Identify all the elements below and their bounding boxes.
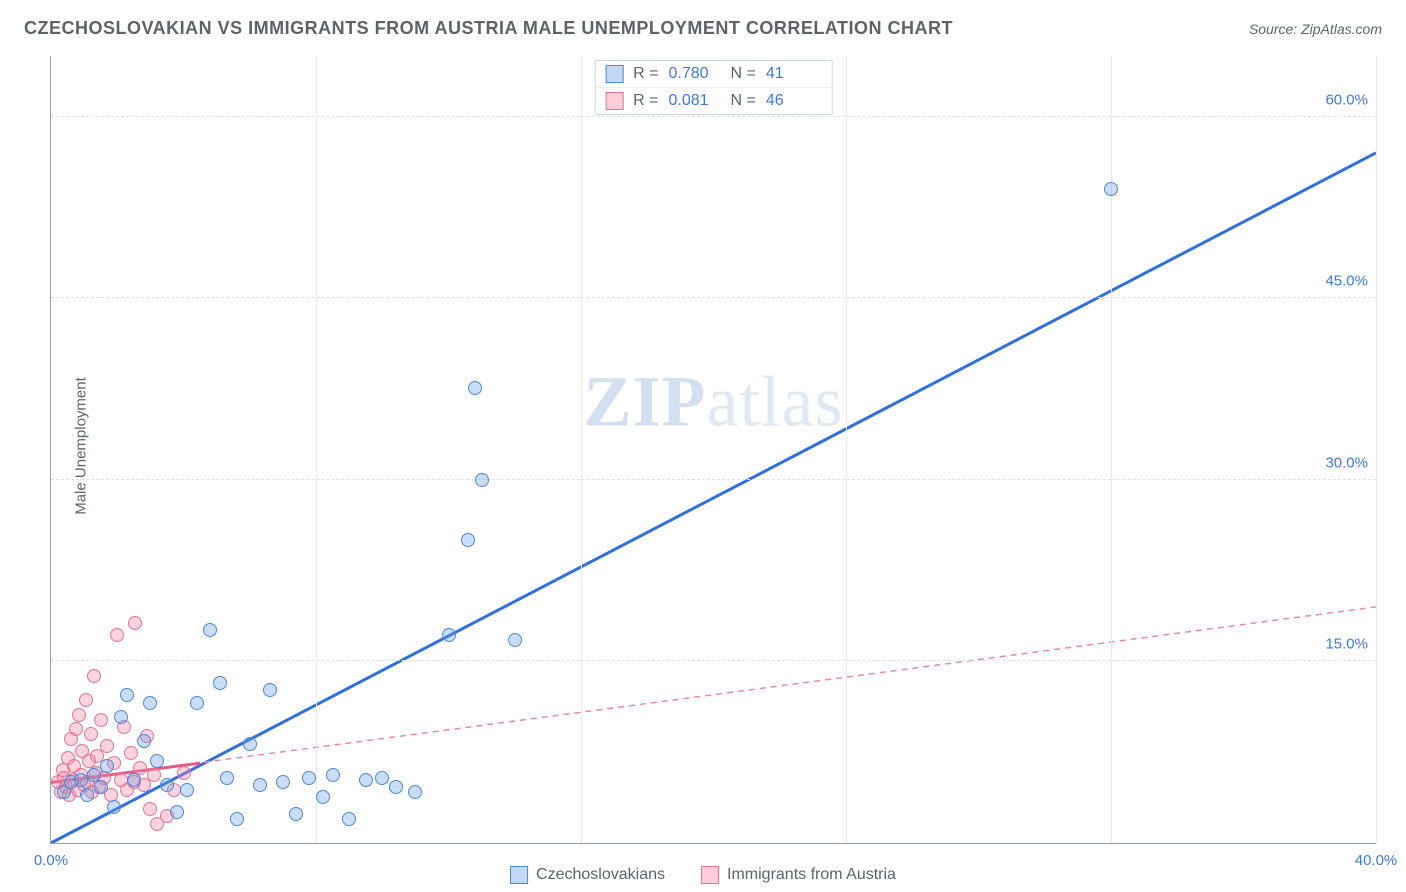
data-point [190, 696, 204, 710]
y-tick-label: 45.0% [1325, 273, 1368, 290]
watermark: ZIPatlas [584, 361, 844, 444]
data-point [243, 737, 257, 751]
data-point [110, 628, 124, 642]
scatter-plot: ZIPatlas R = 0.780 N = 41 R = 0.081 N = … [50, 56, 1376, 844]
data-point [389, 780, 403, 794]
swatch-pink-icon [605, 92, 623, 110]
data-point [213, 676, 227, 690]
data-point [94, 713, 108, 727]
data-point [408, 785, 422, 799]
bottom-legend: Czechoslovakians Immigrants from Austria [510, 866, 896, 884]
data-point [289, 807, 303, 821]
swatch-blue-icon [605, 65, 623, 83]
gridline [51, 297, 1376, 298]
data-point [150, 754, 164, 768]
data-point [230, 812, 244, 826]
data-point [114, 710, 128, 724]
data-point [220, 771, 234, 785]
data-point [276, 775, 290, 789]
data-point [160, 778, 174, 792]
data-point [302, 771, 316, 785]
data-point [1104, 182, 1118, 196]
y-tick-label: 30.0% [1325, 454, 1368, 471]
data-point [143, 802, 157, 816]
chart-source: Source: ZipAtlas.com [1249, 21, 1382, 37]
legend-item-pink: Immigrants from Austria [701, 866, 896, 884]
vgridline [1111, 56, 1112, 843]
vgridline [581, 56, 582, 843]
legend-label: Czechoslovakians [536, 866, 665, 884]
data-point [203, 623, 217, 637]
data-point [316, 790, 330, 804]
stats-row-pink: R = 0.081 N = 46 [595, 87, 832, 114]
data-point [508, 633, 522, 647]
data-point [84, 727, 98, 741]
data-point [69, 722, 83, 736]
data-point [100, 739, 114, 753]
data-point [461, 533, 475, 547]
vgridline [316, 56, 317, 843]
gridline [51, 116, 1376, 117]
vgridline [1376, 56, 1377, 843]
data-point [74, 773, 88, 787]
y-tick-label: 60.0% [1325, 91, 1368, 108]
data-point [80, 788, 94, 802]
data-point [94, 780, 108, 794]
swatch-blue-icon [510, 866, 528, 884]
data-point [442, 628, 456, 642]
data-point [107, 800, 121, 814]
data-point [263, 683, 277, 697]
gridline [51, 479, 1376, 480]
data-point [177, 766, 191, 780]
chart-title: CZECHOSLOVAKIAN VS IMMIGRANTS FROM AUSTR… [24, 18, 953, 39]
chart-header: CZECHOSLOVAKIAN VS IMMIGRANTS FROM AUSTR… [24, 18, 1382, 39]
trendlines-layer [51, 56, 1376, 843]
data-point [475, 473, 489, 487]
data-point [79, 693, 93, 707]
vgridline [846, 56, 847, 843]
data-point [87, 669, 101, 683]
x-tick-label: 0.0% [34, 852, 68, 869]
data-point [253, 778, 267, 792]
x-tick-label: 40.0% [1355, 852, 1398, 869]
data-point [100, 759, 114, 773]
data-point [127, 773, 141, 787]
data-point [180, 783, 194, 797]
swatch-pink-icon [701, 866, 719, 884]
data-point [342, 812, 356, 826]
stats-row-blue: R = 0.780 N = 41 [595, 61, 832, 87]
data-point [120, 688, 134, 702]
data-point [143, 696, 157, 710]
data-point [137, 734, 151, 748]
y-tick-label: 15.0% [1325, 636, 1368, 653]
data-point [124, 746, 138, 760]
data-point [359, 773, 373, 787]
data-point [375, 771, 389, 785]
stats-legend: R = 0.780 N = 41 R = 0.081 N = 46 [594, 60, 833, 115]
data-point [147, 768, 161, 782]
data-point [128, 616, 142, 630]
legend-label: Immigrants from Austria [727, 866, 896, 884]
gridline [51, 660, 1376, 661]
data-point [72, 708, 86, 722]
data-point [468, 381, 482, 395]
data-point [170, 805, 184, 819]
legend-item-blue: Czechoslovakians [510, 866, 665, 884]
data-point [326, 768, 340, 782]
